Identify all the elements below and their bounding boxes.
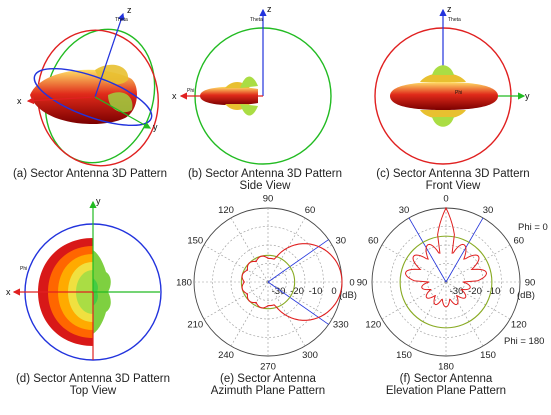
elevation-angle-label-2: 30	[483, 205, 494, 216]
elevation-radial-label-3: 0	[509, 286, 514, 297]
elevation-beam-line-0	[446, 218, 483, 282]
panel-d-top-view: y x Phi (d) Sector Antenna 3D Pattern To…	[6, 196, 170, 397]
panel-b-caption-line2: Side View	[240, 180, 292, 192]
elevation-angle-label-8: 150	[396, 350, 412, 361]
elevation-angle-label-0: 90	[525, 278, 536, 289]
azimuth-spoke-1	[268, 245, 332, 282]
panel-e-azimuth-plot: (e) Sector Antenna Azimuth Plane Pattern…	[176, 194, 357, 398]
panel-c-lobe	[390, 65, 498, 127]
panel-b-caption-line1: (b) Sector Antenna 3D Pattern	[188, 168, 342, 180]
elevation-beam-line-1	[409, 218, 446, 282]
azimuth-angle-label-0: 0	[349, 278, 354, 289]
azimuth-spoke-8	[231, 282, 268, 346]
azimuth-angle-label-6: 180	[176, 278, 192, 289]
elevation-spoke-5	[382, 245, 446, 282]
elevation-unit-label: (dB)	[517, 290, 535, 301]
elevation-angle-label-4: 30	[399, 205, 410, 216]
azimuth-angle-label-9: 270	[260, 362, 276, 373]
azimuth-spoke-4	[231, 218, 268, 282]
panel-c-caption-line2: Front View	[426, 180, 481, 192]
elevation-angle-label-5: 60	[368, 236, 379, 247]
elevation-angle-label-3: 0	[443, 194, 448, 205]
elevation-phi0-label: Phi = 0	[518, 222, 548, 233]
panel-a-y-label: y	[153, 122, 158, 132]
panel-c-caption-line1: (c) Sector Antenna 3D Pattern	[376, 168, 529, 180]
panel-b-theta-label: Theta	[250, 17, 263, 23]
panel-c-z-label: z	[447, 4, 452, 14]
panel-d-caption-line2: Top View	[70, 385, 117, 397]
elevation-angle-label-9: 180	[438, 362, 454, 373]
azimuth-angle-label-4: 120	[218, 205, 234, 216]
panel-a-z-label: z	[127, 5, 132, 15]
panel-c-y-label: y	[525, 91, 530, 101]
azimuth-angle-label-11: 330	[333, 320, 349, 331]
panel-f-elevation-plot: (f) Sector Antenna Elevation Plane Patte…	[357, 194, 548, 398]
azimuth-angle-label-2: 60	[305, 205, 316, 216]
azimuth-angle-label-10: 300	[302, 350, 318, 361]
panel-e-caption-line1: (e) Sector Antenna	[220, 373, 316, 385]
panel-b-z-label: z	[267, 4, 272, 14]
azimuth-spoke-7	[204, 282, 268, 319]
panel-d-phi-label: Phi	[20, 266, 27, 272]
panel-b-phi-label: Phi	[187, 88, 194, 94]
panel-b-side-view: z x Theta Phi (b) Sector Antenna 3D Patt…	[172, 4, 342, 192]
panel-d-x-label: x	[6, 287, 11, 297]
elevation-phi180-label: Phi = 180	[504, 336, 544, 347]
azimuth-radial-label-2: -10	[309, 286, 323, 297]
panel-a-theta-label: Theta	[115, 17, 128, 23]
azimuth-spoke-5	[204, 245, 268, 282]
azimuth-angle-label-3: 90	[263, 194, 274, 205]
panel-c-phi-label: Phi	[455, 90, 462, 96]
azimuth-angle-label-7: 210	[187, 320, 203, 331]
panel-a-x-label: x	[17, 96, 22, 106]
azimuth-radial-label-1: -20	[290, 286, 304, 297]
azimuth-unit-label: (dB)	[339, 290, 357, 301]
panel-d-y-label: y	[96, 196, 101, 206]
panel-d-caption-line1: (d) Sector Antenna 3D Pattern	[16, 373, 170, 385]
azimuth-radial-label-0: -30	[272, 286, 286, 297]
azimuth-angle-label-5: 150	[187, 236, 203, 247]
panel-c-front-view: z y Theta Phi (c) Sector Antenna 3D Patt…	[375, 4, 530, 192]
elevation-angle-label-11: 120	[511, 320, 527, 331]
elevation-angle-label-1: 60	[513, 236, 524, 247]
panel-e-caption-line2: Azimuth Plane Pattern	[211, 385, 325, 397]
panel-a-caption: (a) Sector Antenna 3D Pattern	[13, 168, 167, 180]
elevation-radial-label-2: -10	[487, 286, 501, 297]
panel-a-3d-pattern: z y x Theta (a) Sector Antenna 3D Patter…	[13, 5, 171, 180]
panel-b-x-label: x	[172, 91, 177, 101]
azimuth-angle-label-8: 240	[218, 350, 234, 361]
azimuth-radial-label-3: 0	[331, 286, 336, 297]
elevation-angle-label-6: 90	[357, 278, 368, 289]
azimuth-spoke-2	[268, 218, 305, 282]
panel-c-theta-label: Theta	[448, 17, 461, 23]
elevation-spoke-7	[382, 282, 446, 319]
elevation-spoke-8	[409, 282, 446, 346]
panel-f-caption-line2: Elevation Plane Pattern	[386, 385, 506, 397]
elevation-spoke-1	[446, 245, 510, 282]
elevation-angle-label-7: 120	[365, 320, 381, 331]
elevation-angle-label-10: 150	[480, 350, 496, 361]
panel-b-lobe	[200, 76, 258, 115]
azimuth-angle-label-1: 30	[335, 236, 346, 247]
azimuth-beam-line-0	[268, 240, 329, 282]
panel-f-caption-line1: (f) Sector Antenna	[400, 373, 493, 385]
